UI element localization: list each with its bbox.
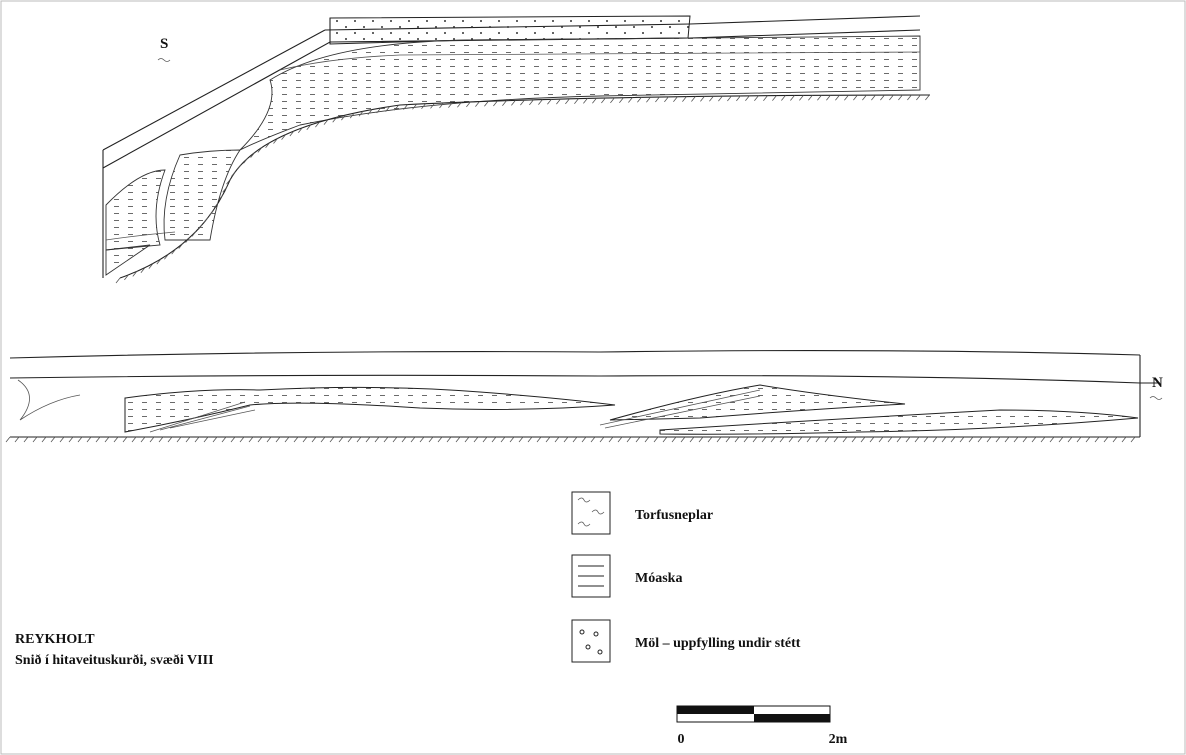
legend-label: Torfusneplar	[635, 508, 713, 523]
hatch-ticks	[115, 94, 930, 284]
south-label: S	[160, 36, 168, 52]
ground-hatching	[5, 94, 1136, 443]
south-mark	[157, 58, 171, 62]
legend-label: Möl – uppfylling undir stétt	[635, 636, 801, 651]
hatch-ticks	[5, 436, 1136, 443]
caption-title: REYKHOLT	[15, 632, 95, 647]
legend: Torfusneplar Móaska Möl – uppfylling und…	[571, 491, 801, 663]
legend-label: Móaska	[635, 571, 682, 586]
north-mark	[1149, 396, 1163, 400]
legend-swatch-torf	[571, 491, 611, 535]
scale-bar: 0 2m	[676, 705, 848, 747]
scale-start: 0	[678, 732, 685, 747]
north-label: N	[1152, 375, 1163, 391]
caption-subtitle: Snið í hitaveituskurði, svæði VIII	[15, 652, 214, 668]
scale-end: 2m	[829, 732, 848, 747]
upper-section	[102, 15, 931, 279]
legend-swatch-mol	[571, 619, 611, 663]
lower-section	[9, 349, 1160, 438]
